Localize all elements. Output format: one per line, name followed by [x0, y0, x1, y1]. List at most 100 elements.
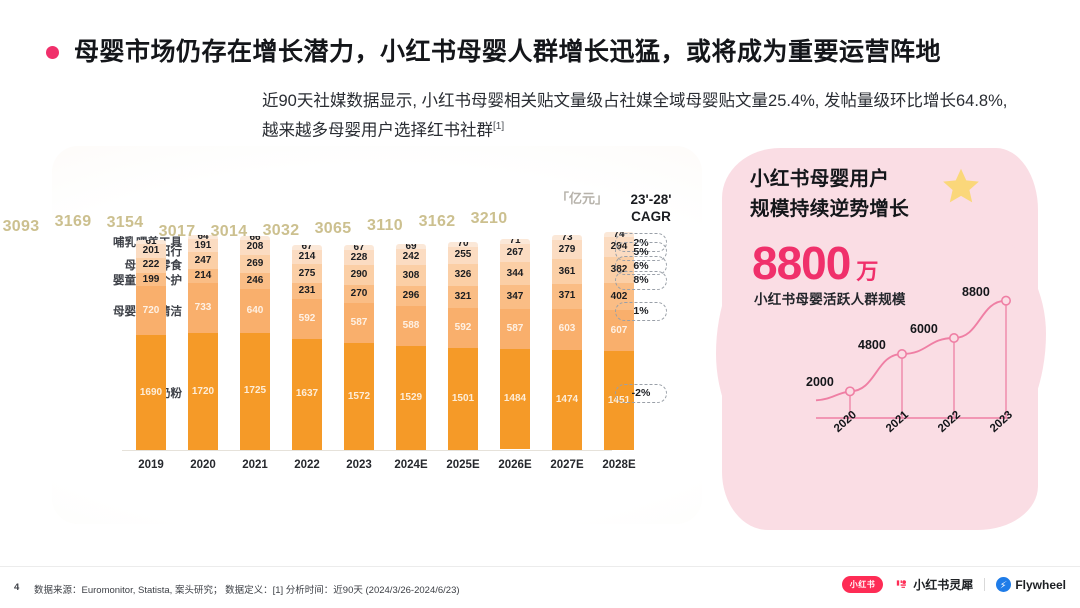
line-point-label: 8800 — [962, 284, 990, 299]
bar-segment: 201 — [136, 244, 166, 258]
bar-segment-value: 587 — [506, 322, 524, 334]
cagr-badge-5: -2% — [615, 383, 667, 403]
bar-segment: 1690 — [136, 335, 166, 450]
bar-segment-value: 290 — [350, 269, 368, 281]
bar-segment-value: 73 — [561, 235, 573, 243]
line-chart-svg — [815, 295, 1012, 419]
bar-segment-value: 231 — [298, 284, 316, 296]
bar-segment-value: 191 — [194, 239, 212, 251]
panel-title-line-2: 规模持续逆势增长 — [750, 198, 910, 220]
subtitle-line-1: 近90天社媒数据显示, 小红书母婴相关贴文量级占社媒全域母婴贴文量25.4%, … — [262, 92, 1008, 110]
x-axis-tick: 2027E — [550, 459, 584, 471]
line-point-label: 6000 — [910, 322, 938, 336]
lingxi-logo: 小红书灵犀 — [894, 576, 973, 593]
big-metric-caption: 小红书母婴活跃人群规模 — [754, 292, 906, 307]
bar-segment-value: 1529 — [399, 392, 423, 404]
bar-column: 64191 247 214 733 1720 — [188, 226, 218, 450]
bar-segment: 71 — [500, 238, 530, 247]
bar-segment: 321 — [448, 286, 478, 308]
bar-segment-value: 208 — [246, 241, 264, 253]
x-axis-tick: 2028E — [602, 459, 636, 471]
bar-segment-value: 67 — [292, 245, 322, 252]
bar-segment: 246 — [240, 272, 270, 290]
bar-segment: 603 — [552, 308, 582, 350]
bar-segment: 222 — [136, 257, 166, 273]
bar-segment-value: 1637 — [295, 388, 319, 400]
bar-total-label: 3110 — [367, 216, 403, 234]
bar-stack: 69 242 308 296 588 1529 — [396, 244, 426, 450]
bar-segment: 69 — [396, 244, 426, 252]
bar-segment-value: 371 — [558, 290, 576, 302]
xiaohongshu-logo: 小红书 — [841, 576, 884, 593]
bar-segment-value: 1725 — [243, 385, 267, 397]
bar-total-label: 3017 — [158, 223, 196, 241]
bar-segment: 64 — [188, 234, 218, 242]
x-axis-tick: 2020 — [190, 459, 216, 471]
bar-segment: 208 — [240, 240, 270, 255]
slide-header: 母婴市场仍存在增长潜力，小红书母婴人群增长迅猛，或将成为重要运营阵地 — [0, 28, 1080, 74]
bar-segment: 191 — [188, 239, 218, 253]
bar-segment: 344 — [500, 261, 530, 286]
bar-column: 70 255 326 321 592 1501 — [448, 226, 478, 450]
bar-segment-value: 1720 — [191, 385, 215, 397]
bar-segment: 66 — [240, 235, 270, 243]
subtitle-block: 近90天社媒数据显示, 小红书母婴相关贴文量级占社媒全域母婴贴文量25.4%, … — [262, 88, 1052, 144]
line-chart-marker — [897, 349, 908, 360]
bar-segment-value: 69 — [405, 244, 417, 252]
bar-segment-value: 270 — [350, 288, 368, 300]
bar-segment-value: 402 — [610, 290, 628, 302]
bar-segment: 1637 — [292, 338, 322, 450]
x-axis-tick: 2025E — [446, 459, 480, 471]
big-metric-value: 8800 万 — [752, 236, 878, 290]
bar-segment: 267 — [500, 243, 530, 262]
subtitle-line-2: 越来越多母婴用户选择红书社群[1] — [262, 114, 1052, 144]
bar-segment-value: 279 — [558, 243, 576, 255]
bar-segment-value: 71 — [509, 238, 521, 247]
x-axis-tick: 2022 — [294, 459, 320, 471]
bar-segment: 733 — [188, 283, 218, 334]
bar-segment-value: 1474 — [555, 393, 579, 405]
x-axis-tick: 2024E — [394, 459, 428, 471]
lingxi-mark-icon — [897, 579, 907, 588]
bar-segment-value: 228 — [350, 251, 368, 263]
bar-segment-value: 347 — [506, 290, 524, 302]
cagr-badge-3: 8% — [615, 270, 667, 290]
bar-segment: 290 — [344, 265, 374, 286]
bar-segment: 720 — [136, 286, 166, 336]
bar-column: 61201 222 199 720 1690 — [136, 226, 166, 450]
big-metric-number: 8800 — [752, 237, 851, 289]
bar-total-label: 3093 — [2, 218, 40, 236]
bar-segment-value: 733 — [194, 302, 212, 314]
bar-segment: 247 — [188, 252, 218, 269]
bar-segment-value: 607 — [610, 324, 628, 336]
bar-segment-value: 201 — [142, 245, 160, 256]
bar-column: 69 242 308 296 588 1529 — [396, 226, 426, 450]
bar-segment-value: 344 — [506, 267, 524, 279]
bar-segment: 588 — [396, 306, 426, 347]
panel-title: 小红书母婴用户 规模持续逆势增长 — [750, 164, 909, 224]
line-chart-marker — [844, 386, 855, 397]
bar-segment: 279 — [552, 240, 582, 260]
bar-total-label: 3210 — [470, 210, 508, 228]
bar-segment: 1474 — [552, 349, 582, 450]
bar-segment: 73 — [552, 235, 582, 243]
bar-segment: 61 — [136, 240, 166, 247]
bar-stack: 61201 222 199 720 1690 — [136, 240, 166, 450]
bar-segment: 67 — [292, 245, 322, 252]
bar-column: 67228 290 270 587 1572 — [344, 226, 374, 450]
bar-segment: 214 — [188, 268, 218, 284]
panel-title-line-1: 小红书母婴用户 — [750, 168, 890, 190]
bar-segment-value: 587 — [350, 317, 368, 329]
bar-segment-value: 640 — [246, 305, 264, 317]
footer-note: 数据来源：Euromonitor, Statista, 案头研究； 数据定义：[… — [34, 585, 460, 596]
bar-stack: 67214 275 231 592 1637 — [292, 245, 322, 450]
big-metric-unit: 万 — [856, 259, 879, 284]
bar-column: 67214 275 231 592 1637 — [292, 226, 322, 450]
bar-segment-value: 247 — [194, 254, 212, 266]
bar-segment: 228 — [344, 249, 374, 266]
bar-segment-value: 1501 — [451, 393, 475, 405]
bar-segment: 1529 — [396, 346, 426, 450]
x-axis-tick: 2023 — [346, 459, 372, 471]
bar-segment: 275 — [292, 264, 322, 283]
